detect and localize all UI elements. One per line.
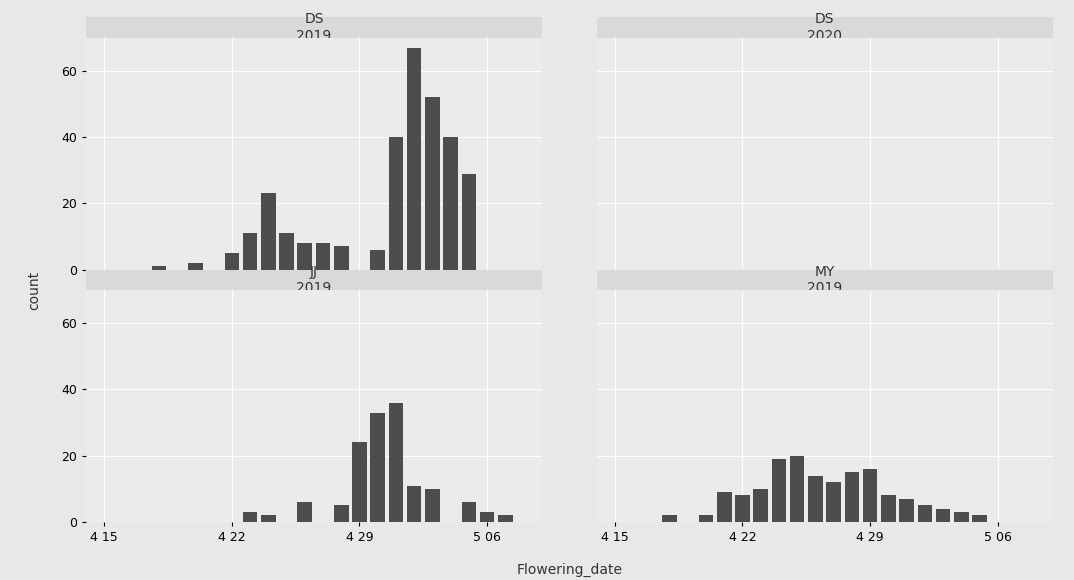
Bar — [844, 472, 859, 522]
Bar — [462, 502, 476, 522]
Bar — [425, 489, 439, 522]
Bar — [699, 516, 713, 522]
Text: DS
2019: DS 2019 — [296, 12, 332, 42]
Bar — [261, 516, 276, 522]
Bar — [862, 469, 877, 522]
Bar — [736, 495, 750, 522]
Bar — [279, 233, 294, 270]
Bar — [389, 403, 403, 522]
Bar — [371, 250, 384, 270]
Bar — [717, 492, 731, 522]
Bar — [771, 459, 786, 522]
Bar — [935, 509, 950, 522]
Bar — [444, 137, 458, 270]
Bar — [224, 253, 240, 270]
Bar — [826, 482, 841, 522]
Bar — [498, 516, 512, 522]
Text: JJ
2019: JJ 2019 — [296, 264, 332, 295]
Text: Flowering_date: Flowering_date — [517, 563, 622, 577]
Text: MY
2019: MY 2019 — [807, 264, 842, 295]
Bar — [972, 516, 987, 522]
Bar — [188, 263, 203, 270]
Bar — [881, 495, 896, 522]
Bar — [371, 412, 384, 522]
Bar — [789, 456, 804, 522]
Bar — [407, 48, 421, 270]
Bar — [352, 443, 367, 522]
Bar — [243, 512, 258, 522]
Bar — [151, 266, 166, 270]
Bar — [334, 505, 349, 522]
Text: DS
2020: DS 2020 — [807, 12, 842, 42]
Text: count: count — [27, 270, 41, 310]
Bar — [954, 512, 969, 522]
Bar — [243, 233, 258, 270]
Bar — [261, 194, 276, 270]
Bar — [663, 516, 677, 522]
Bar — [899, 499, 914, 522]
Bar — [334, 246, 349, 270]
Bar — [407, 485, 421, 522]
Bar — [316, 243, 331, 270]
Bar — [480, 512, 494, 522]
Bar — [297, 502, 313, 522]
Bar — [297, 243, 313, 270]
Bar — [462, 173, 476, 270]
Bar — [389, 137, 403, 270]
Bar — [754, 489, 768, 522]
Bar — [425, 97, 439, 270]
Bar — [917, 505, 932, 522]
Bar — [808, 476, 823, 522]
